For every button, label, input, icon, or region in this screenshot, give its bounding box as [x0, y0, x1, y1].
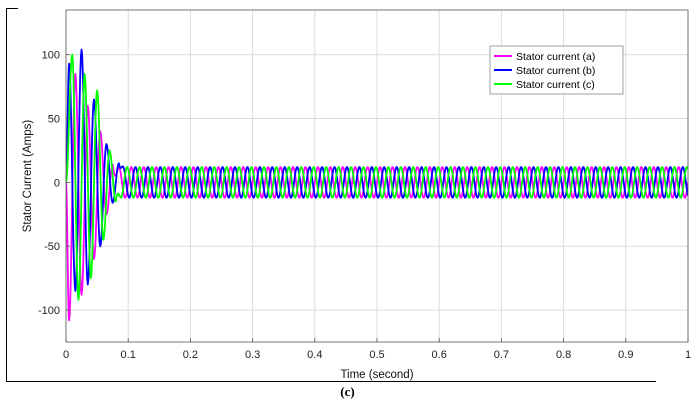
- series-line-1: [66, 72, 688, 322]
- x-tick-label: 0.6: [432, 349, 447, 361]
- x-tick-label: 0: [63, 349, 69, 361]
- series-layer: [66, 48, 688, 322]
- series-line-2: [66, 48, 688, 292]
- x-tick-label: 0.1: [121, 349, 136, 361]
- legend-label: Stator current (b): [516, 65, 595, 77]
- figure-frame-top: [6, 8, 18, 9]
- figure-caption: (c): [340, 384, 355, 399]
- x-tick-label: 0.4: [307, 349, 322, 361]
- y-tick-label: -100: [38, 305, 60, 317]
- x-tick-label: 0.8: [556, 349, 571, 361]
- legend-box: [489, 45, 624, 95]
- x-axis-label: Time (second): [340, 369, 413, 381]
- y-tick-label: 0: [54, 177, 60, 189]
- legend-label: Stator current (c): [516, 79, 595, 91]
- figure-frame-left: [6, 8, 7, 382]
- chart: 0 0.1 0.2 0.3 0.4 0.5 0.6 0.7 0.8 0.9 1 -100 -50 0 50 1…: [22, 9, 691, 381]
- x-tick-label: 0.9: [618, 349, 633, 361]
- x-tick-label: 0.2: [183, 349, 198, 361]
- y-tick-label: -50: [44, 241, 60, 253]
- x-tick-label: 0.7: [494, 349, 509, 361]
- x-tick-label: 1: [685, 349, 691, 361]
- x-tick-label: 0.3: [245, 349, 260, 361]
- y-tick-label: 100: [42, 50, 60, 62]
- figure-frame-bottom: [6, 381, 656, 382]
- y-tick-label: 50: [48, 114, 60, 126]
- tick-labels: 0 0.1 0.2 0.3 0.4 0.5 0.6 0.7 0.8 0.9 1 -100 -50 0 50 1…: [38, 50, 691, 361]
- legend: Stator current (a) Stator current (b) Stat…: [489, 45, 624, 95]
- legend-label: Stator current (a): [516, 51, 595, 63]
- series-line-3: [66, 53, 688, 301]
- x-tick-label: 0.5: [369, 349, 384, 361]
- y-axis-label: Stator Current (Amps): [22, 120, 34, 233]
